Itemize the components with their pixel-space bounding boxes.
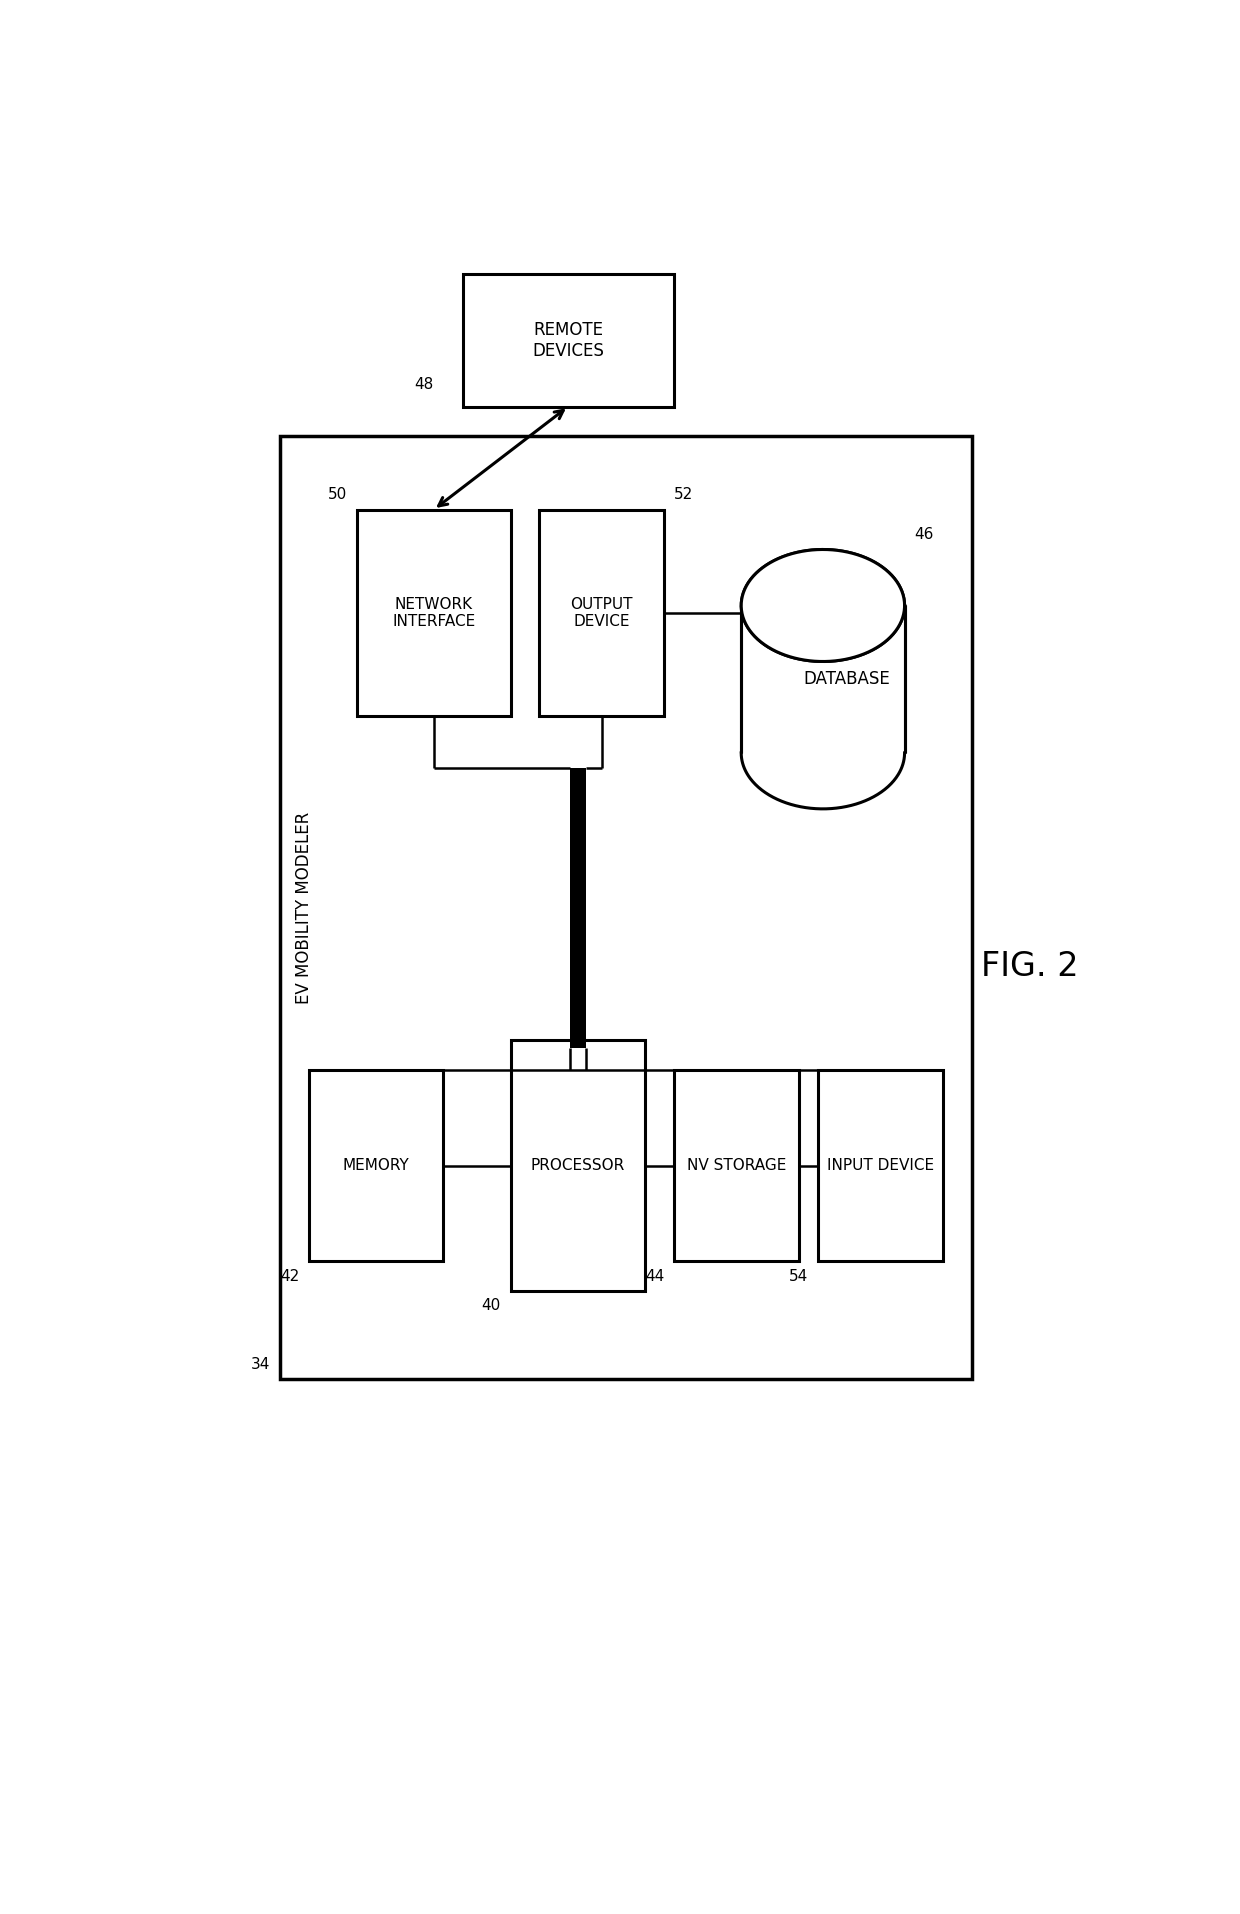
Text: 40: 40 xyxy=(481,1298,501,1313)
Text: 42: 42 xyxy=(280,1269,299,1284)
Bar xyxy=(818,1070,942,1261)
Text: 50: 50 xyxy=(327,488,347,501)
Polygon shape xyxy=(742,549,904,662)
Polygon shape xyxy=(742,549,904,662)
Bar xyxy=(280,436,972,1380)
Text: INPUT DEVICE: INPUT DEVICE xyxy=(827,1158,934,1173)
Text: OUTPUT
DEVICE: OUTPUT DEVICE xyxy=(570,597,634,630)
Text: MEMORY: MEMORY xyxy=(342,1158,409,1173)
Bar xyxy=(570,768,585,1047)
Text: EV MOBILITY MODELER: EV MOBILITY MODELER xyxy=(295,812,312,1003)
Text: REMOTE
DEVICES: REMOTE DEVICES xyxy=(532,322,604,360)
Text: 46: 46 xyxy=(914,526,934,542)
Text: 34: 34 xyxy=(250,1357,270,1372)
Text: FIG. 2: FIG. 2 xyxy=(981,949,1079,984)
Text: NETWORK
INTERFACE: NETWORK INTERFACE xyxy=(392,597,475,630)
Bar xyxy=(357,509,511,716)
Bar xyxy=(742,605,905,752)
Bar xyxy=(539,509,665,716)
Bar xyxy=(463,274,675,406)
Text: PROCESSOR: PROCESSOR xyxy=(531,1158,625,1173)
Bar xyxy=(675,1070,799,1261)
Text: 54: 54 xyxy=(789,1269,808,1284)
Text: DATABASE: DATABASE xyxy=(804,670,890,689)
Bar xyxy=(309,1070,444,1261)
Bar xyxy=(511,1041,645,1290)
Text: NV STORAGE: NV STORAGE xyxy=(687,1158,786,1173)
Text: 52: 52 xyxy=(675,488,693,501)
Text: 44: 44 xyxy=(645,1269,665,1284)
Text: 48: 48 xyxy=(414,377,434,392)
